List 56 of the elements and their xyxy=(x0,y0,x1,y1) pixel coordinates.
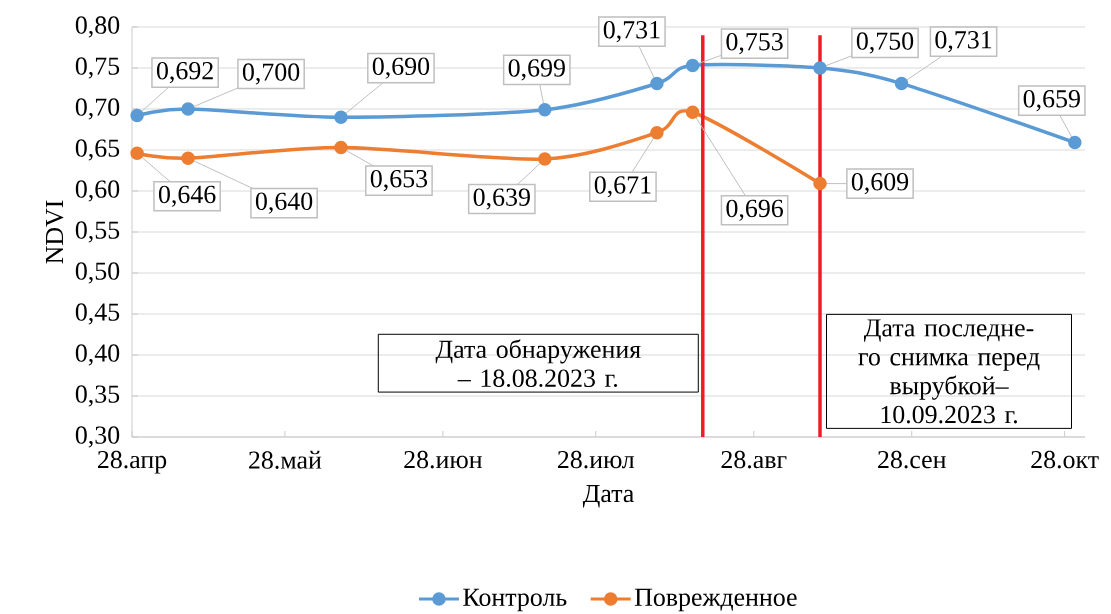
y-tick-label: 0,55 xyxy=(75,221,120,243)
y-axis-title: NDVI xyxy=(46,200,64,264)
data-label: 0,653 xyxy=(370,169,428,192)
data-label: 0,692 xyxy=(156,61,213,84)
data-label: 0,609 xyxy=(851,172,909,195)
point xyxy=(650,126,664,140)
y-tick-label: 0,45 xyxy=(75,303,120,325)
y-tick-label: 0,65 xyxy=(75,139,120,161)
x-tick-label: 28.окт xyxy=(1031,450,1099,469)
legend-label: Поврежденное xyxy=(634,588,797,612)
data-label: 0,646 xyxy=(158,185,216,207)
y-tick-label: 0,75 xyxy=(75,57,120,79)
y-tick-label: 0,60 xyxy=(75,180,120,202)
data-label: 0,700 xyxy=(242,63,300,85)
data-label: 0,690 xyxy=(372,57,430,79)
y-tick-label: 0,70 xyxy=(75,98,120,120)
x-tick-label: 28.сен xyxy=(878,450,946,469)
data-label: 0,639 xyxy=(473,188,530,210)
point xyxy=(181,102,195,116)
x-axis-title: Дата xyxy=(582,485,634,508)
y-tick-label: 0,50 xyxy=(75,262,120,284)
data-label: 0,696 xyxy=(726,199,783,221)
point xyxy=(685,105,700,120)
point xyxy=(1068,135,1082,150)
data-label: 0,640 xyxy=(255,192,313,214)
point xyxy=(813,61,827,75)
data-label: 0,731 xyxy=(935,30,992,53)
x-tick-label: 28.апр xyxy=(97,450,167,474)
data-label: 0,659 xyxy=(1023,89,1080,112)
ref-line-label: Дата обнаружения – 18.08.2023 г. xyxy=(435,339,641,388)
y-tick-label: 0,30 xyxy=(75,426,120,448)
point xyxy=(181,151,195,165)
x-tick-label: 28.май xyxy=(249,450,322,469)
legend-label: Контроль xyxy=(463,588,567,612)
data-label: 0,750 xyxy=(856,32,914,54)
point xyxy=(538,152,552,166)
data-label: 0,731 xyxy=(603,20,660,43)
y-tick-label: 0,40 xyxy=(75,344,120,366)
x-tick-label: 28.июл xyxy=(557,450,635,469)
y-tick-label: 0,80 xyxy=(75,16,120,38)
ref-line-label: Дата последне-го снимка перед вырубкой– 10.09.2023 г. xyxy=(858,319,1040,424)
data-label: 0,699 xyxy=(508,59,565,81)
point xyxy=(334,140,348,155)
point xyxy=(130,146,144,161)
y-tick-label: 0,35 xyxy=(75,385,120,407)
point xyxy=(334,110,348,124)
point xyxy=(650,76,664,91)
point xyxy=(813,176,827,191)
point xyxy=(130,108,144,123)
data-label: 0,753 xyxy=(726,32,783,55)
x-tick-label: 28.июн xyxy=(404,450,482,469)
data-label: 0,671 xyxy=(594,176,651,198)
point xyxy=(894,76,909,91)
point xyxy=(538,103,552,117)
point xyxy=(685,58,700,73)
x-tick-label: 28.авг xyxy=(721,450,787,469)
